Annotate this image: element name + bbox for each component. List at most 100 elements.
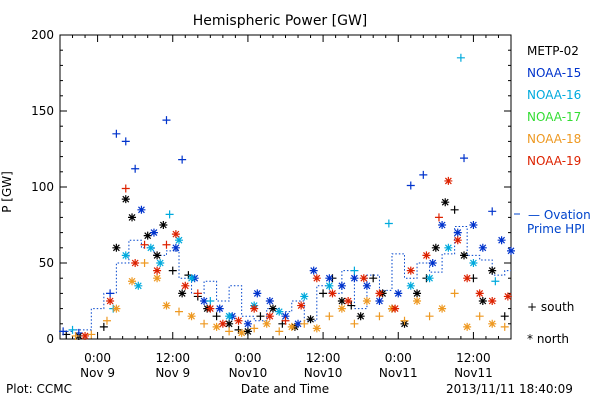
legend-item-noaa-19: NOAA-19 <box>527 154 581 168</box>
data-point-noaa-19-north <box>181 281 190 290</box>
data-point-metp-02-north <box>268 304 277 313</box>
data-point-metp-02-south <box>256 312 265 321</box>
data-point-metp-02-north <box>413 289 422 298</box>
ovation-prime-step-line <box>60 226 511 332</box>
data-point-noaa-18-south <box>350 319 359 328</box>
data-point-metp-02-north <box>178 289 187 298</box>
data-point-metp-02-north <box>225 319 234 328</box>
data-point-metp-02-south <box>450 205 459 214</box>
data-point-noaa-19-north <box>106 297 115 305</box>
data-point-noaa-15-south <box>112 129 121 138</box>
data-point-noaa-15-south <box>131 164 140 173</box>
data-point-noaa-18-north <box>262 319 271 328</box>
data-point-noaa-19-south <box>140 240 149 249</box>
data-point-noaa-15-north <box>438 221 447 229</box>
data-point-noaa-15-north <box>478 243 487 252</box>
data-point-noaa-18-south <box>500 322 509 331</box>
data-point-noaa-19-north <box>234 316 243 325</box>
data-point-metp-02-north <box>460 251 469 260</box>
data-point-noaa-19-north <box>265 312 274 321</box>
data-point-noaa-16-south <box>491 277 500 286</box>
data-point-noaa-16-north <box>175 236 184 245</box>
data-point-noaa-18-north <box>438 304 447 313</box>
x-tick-label-date: Nov11 <box>454 366 493 380</box>
data-point-metp-02-south <box>347 301 356 310</box>
data-point-noaa-18-south <box>400 316 409 325</box>
data-point-noaa-19-north <box>503 292 512 301</box>
data-point-noaa-18-south <box>140 259 149 267</box>
data-point-noaa-19-north <box>444 176 453 185</box>
data-point-noaa-15-south <box>121 137 130 146</box>
x-tick-label-time: 0:00 <box>385 351 412 365</box>
data-point-noaa-18-north <box>312 324 321 333</box>
data-point-noaa-16-north <box>156 259 165 267</box>
data-point-noaa-18-south <box>300 319 309 328</box>
data-point-metp-02-south <box>500 312 509 321</box>
data-point-metp-02-north <box>143 231 152 240</box>
data-point-noaa-15-north <box>507 246 515 255</box>
data-point-noaa-18-north <box>153 274 162 283</box>
data-point-noaa-18-south <box>325 312 334 321</box>
data-point-noaa-18-north <box>463 322 472 331</box>
data-point-noaa-19-north <box>359 274 368 283</box>
data-point-noaa-15-north <box>215 304 224 313</box>
data-point-noaa-15-north <box>337 281 346 290</box>
data-point-metp-02-north <box>112 243 121 252</box>
data-point-noaa-15-north <box>137 205 146 214</box>
data-point-noaa-19-north <box>344 297 353 305</box>
data-point-noaa-19-north <box>488 297 497 305</box>
data-point-noaa-15-north <box>362 281 371 290</box>
data-points-layer <box>59 53 515 340</box>
y-tick-label: 100 <box>31 180 54 194</box>
ovation-model-layer <box>60 226 511 332</box>
data-point-noaa-15-south <box>162 116 171 125</box>
data-point-noaa-16-south <box>456 53 465 62</box>
data-point-noaa-19-north <box>475 289 484 298</box>
legend-north: * north <box>527 332 569 346</box>
data-point-noaa-18-south <box>200 319 209 328</box>
x-tick-label-date: Nov10 <box>304 366 343 380</box>
data-point-noaa-16-north <box>444 243 453 252</box>
data-point-metp-02-north <box>337 297 346 305</box>
x-tick-label-time: 12:00 <box>155 351 190 365</box>
data-point-noaa-18-north <box>413 297 422 305</box>
y-axis: 0 50 100 150 200 <box>31 28 511 346</box>
data-point-noaa-19-north <box>312 274 321 283</box>
x-tick-label-time: 12:00 <box>306 351 341 365</box>
data-point-noaa-18-north <box>112 304 121 313</box>
data-point-noaa-19-north <box>218 319 227 328</box>
data-point-noaa-15-south <box>178 155 187 164</box>
data-point-noaa-16-north <box>225 312 234 321</box>
data-point-noaa-16-north <box>134 281 143 290</box>
data-point-metp-02-south <box>168 266 177 275</box>
data-point-noaa-19-north <box>422 251 431 260</box>
data-point-noaa-15-north <box>294 319 303 328</box>
data-point-noaa-16-north <box>300 292 309 301</box>
data-point-noaa-16-south <box>350 266 359 275</box>
legend: METP-02 NOAA-15 NOAA-16 NOAA-17 NOAA-18 NOAA-… <box>514 44 591 346</box>
data-point-noaa-19-north <box>406 266 415 275</box>
data-point-noaa-16-south <box>384 219 393 228</box>
x-tick-label-time: 12:00 <box>456 351 491 365</box>
data-point-noaa-19-south <box>434 213 443 222</box>
x-tick-label-date: Nov10 <box>229 366 268 380</box>
data-point-noaa-16-north <box>325 281 334 290</box>
data-point-noaa-16-north <box>275 307 284 316</box>
data-point-noaa-15-north <box>281 312 290 321</box>
legend-south: + south <box>527 300 574 314</box>
data-point-metp-02-north <box>488 266 497 275</box>
data-point-metp-02-north <box>153 251 162 260</box>
data-point-metp-02-north <box>356 312 365 321</box>
data-point-noaa-16-north <box>406 281 415 290</box>
data-point-noaa-18-north <box>362 297 371 305</box>
data-point-noaa-15-north <box>309 266 318 275</box>
data-point-noaa-15-north <box>497 236 506 245</box>
data-point-noaa-15-north <box>350 274 359 283</box>
data-point-noaa-15-north <box>253 289 262 298</box>
legend-item-metp-02: METP-02 <box>527 44 579 58</box>
footer-source: Plot: CCMC <box>6 382 72 396</box>
data-point-noaa-15-north <box>243 319 252 328</box>
data-point-noaa-18-south <box>250 324 259 333</box>
legend-series-list: METP-02 NOAA-15 NOAA-16 NOAA-17 NOAA-18 NOAA-… <box>527 44 581 168</box>
y-tick-label: 0 <box>46 332 54 346</box>
